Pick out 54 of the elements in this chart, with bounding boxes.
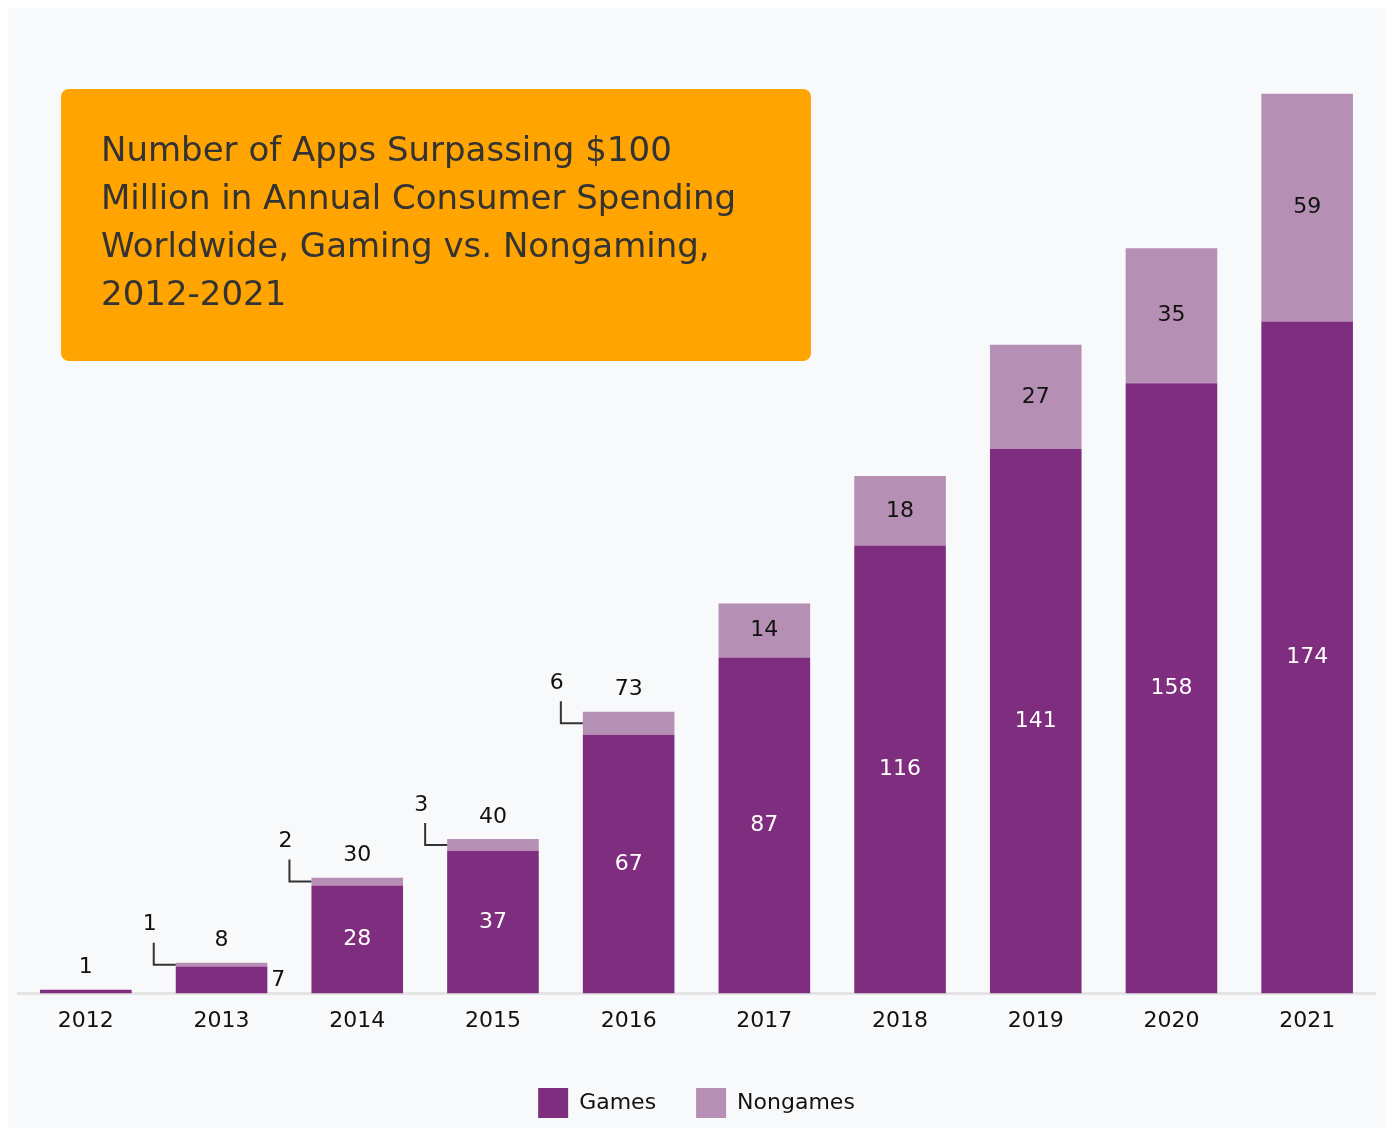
data-label: 7 (271, 965, 286, 991)
x-tick-label: 2013 (193, 1006, 250, 1032)
total-label: 73 (614, 675, 643, 701)
data-label: 141 (1014, 707, 1057, 733)
data-label: 158 (1150, 674, 1193, 700)
total-label: 1 (78, 953, 93, 979)
bar (175, 966, 268, 994)
x-tick-label: 2020 (1143, 1006, 1200, 1032)
bar (989, 449, 1082, 994)
x-tick-label: 2019 (1007, 1006, 1064, 1032)
legend-label: Games (579, 1088, 657, 1114)
bar (447, 850, 539, 994)
bar (1125, 248, 1218, 384)
data-label: 28 (343, 925, 372, 951)
x-tick-label: 2015 (464, 1006, 521, 1032)
bar (311, 877, 404, 886)
bar (582, 734, 675, 994)
total-label: 8 (214, 926, 229, 952)
bar (582, 711, 675, 735)
total-label: 40 (478, 802, 507, 828)
legend-label: Nongames (737, 1088, 855, 1114)
data-label: 59 (1293, 193, 1322, 219)
data-label: 87 (750, 811, 779, 837)
data-label: 6 (549, 668, 564, 694)
x-tick-label: 2017 (736, 1006, 793, 1032)
data-label: 1 (142, 910, 157, 936)
data-label: 174 (1286, 643, 1329, 669)
data-label: 35 (1157, 301, 1186, 327)
data-label: 116 (879, 755, 922, 781)
x-tick-label: 2012 (57, 1006, 114, 1032)
data-label: 14 (750, 616, 779, 642)
text: Number of Apps Surpassing $100 Million in Annual Consumer Spending Worldwide, Gaming vs. Nongaming, 2012-2021 (100, 128, 738, 315)
bar (311, 885, 404, 994)
bar (1261, 93, 1353, 322)
x-tick-label: 2018 (872, 1006, 929, 1032)
bar (447, 839, 539, 851)
bar (718, 657, 811, 994)
bar (718, 603, 811, 658)
data-label: 67 (614, 849, 643, 875)
bar (854, 545, 946, 994)
bar (175, 962, 268, 967)
x-tick-label: 2014 (329, 1006, 386, 1032)
bar (989, 344, 1082, 449)
bar (1261, 321, 1353, 994)
data-label: 37 (478, 907, 507, 933)
data-label: 3 (414, 790, 429, 816)
bar (1125, 383, 1218, 994)
data-label: 18 (886, 496, 915, 522)
total-label: 30 (343, 841, 372, 867)
data-label: 2 (278, 827, 293, 853)
data-label: 27 (1021, 382, 1050, 408)
bar (854, 476, 946, 546)
x-tick-label: 2016 (600, 1006, 657, 1032)
x-tick-label: 2021 (1279, 1006, 1336, 1032)
